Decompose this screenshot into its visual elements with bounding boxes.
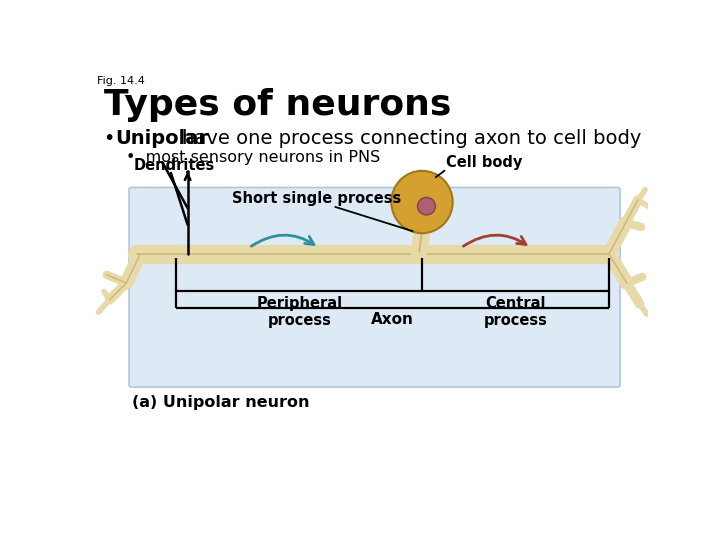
Text: Short single process: Short single process <box>233 191 402 206</box>
Text: (a) Unipolar neuron: (a) Unipolar neuron <box>132 395 310 410</box>
FancyArrowPatch shape <box>251 235 314 246</box>
Text: Types of neurons: Types of neurons <box>104 87 451 122</box>
Text: •: • <box>104 129 122 149</box>
FancyBboxPatch shape <box>129 187 620 387</box>
Text: Cell body: Cell body <box>446 154 523 170</box>
Text: Axon: Axon <box>372 312 414 327</box>
Text: have one process connecting axon to cell body: have one process connecting axon to cell… <box>176 129 642 149</box>
Ellipse shape <box>418 198 436 215</box>
Text: Central
process: Central process <box>484 295 547 328</box>
Text: Fig. 14.4: Fig. 14.4 <box>96 77 145 86</box>
Text: •  most sensory neurons in PNS: • most sensory neurons in PNS <box>126 150 380 165</box>
Text: Unipolar: Unipolar <box>116 129 209 149</box>
Text: Dendrites: Dendrites <box>133 158 215 173</box>
Ellipse shape <box>392 171 453 233</box>
FancyArrowPatch shape <box>464 235 526 246</box>
Text: Peripheral
process: Peripheral process <box>256 295 342 328</box>
